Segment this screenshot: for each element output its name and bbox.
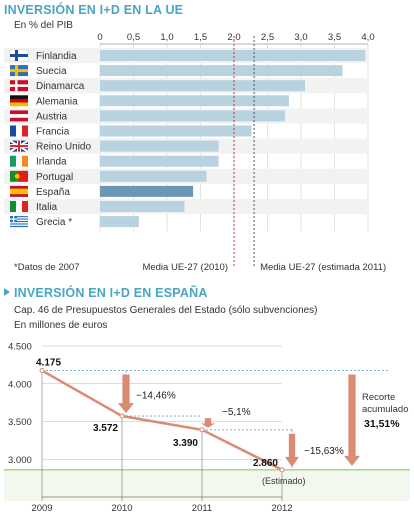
bar-dinamarca xyxy=(100,80,306,92)
y-tick-label: 3.000 xyxy=(8,455,32,466)
y-tick-label: 4.500 xyxy=(8,342,32,353)
spain-unit-label: En millones de euros xyxy=(14,320,108,331)
flag-francia-icon xyxy=(10,125,28,137)
country-label: Dinamarca xyxy=(36,81,85,92)
green-band xyxy=(4,469,410,501)
data-line xyxy=(41,369,283,471)
bar-portugal xyxy=(100,170,207,182)
eu-bar-chart: 0 0,5 1,0 1,5 2,0 2,5 3,0 3,5 4,0FinlandiaSuecia… xyxy=(4,32,386,272)
bar-finlandia xyxy=(100,50,366,61)
country-label: Finlandia xyxy=(36,51,77,62)
country-label: Reino Unido xyxy=(36,142,91,153)
bar-espaa xyxy=(100,185,194,197)
change-label: −15,63% xyxy=(304,446,344,457)
bar-suecia xyxy=(100,65,343,77)
y-tick-label: 3.500 xyxy=(8,417,32,428)
recorte-label: acumulado xyxy=(362,404,408,415)
bar-reinounido xyxy=(100,140,219,152)
decrease-arrow-icon xyxy=(285,433,299,467)
country-label: Francia xyxy=(36,127,70,138)
change-label: −5,1% xyxy=(222,407,251,418)
data-point xyxy=(119,413,125,419)
bar-austria xyxy=(100,110,285,122)
recorte-label: Recorte xyxy=(362,392,395,403)
country-label: Irlanda xyxy=(36,157,67,168)
spain-subtitle: Cap. 46 de Presupuestos Generales del Es… xyxy=(14,305,318,316)
reference-label-2011: Media UE-27 (estimada 2011) xyxy=(260,262,386,272)
country-label: Austria xyxy=(36,111,68,122)
eu-unit-label: En % del PIB xyxy=(14,20,73,31)
estimated-label: (Estimado) xyxy=(262,476,306,486)
flag-portugal-icon xyxy=(10,170,28,182)
change-label: −14,46% xyxy=(136,391,176,402)
data-point xyxy=(199,427,205,433)
flag-austria-icon xyxy=(10,110,28,122)
bar-francia xyxy=(100,125,252,137)
flag-irlanda-icon xyxy=(10,155,28,167)
x-tick-label: 2,5 xyxy=(261,32,274,43)
decrease-arrow-icon xyxy=(118,374,134,414)
recorte-value: 31,51% xyxy=(364,418,400,430)
y-tick-label: 4.000 xyxy=(8,379,32,390)
country-label: Alemania xyxy=(36,96,78,107)
flag-italia-icon xyxy=(10,201,28,212)
bar-irlanda xyxy=(100,155,219,167)
x-tick-label: 3,0 xyxy=(294,32,307,43)
x-tick-label: 2011 xyxy=(192,503,212,514)
decrease-arrow-icon xyxy=(344,374,360,466)
x-tick-label: 1,5 xyxy=(194,32,207,43)
footnote: *Datos de 2007 xyxy=(14,262,80,272)
data-point xyxy=(279,467,285,473)
flag-alemania-icon xyxy=(10,95,28,107)
reference-label-2010: Media UE-27 (2010) xyxy=(142,262,228,272)
country-label: España xyxy=(36,187,70,198)
flag-grecia-icon xyxy=(10,216,28,228)
value-label: 4.175 xyxy=(36,358,61,369)
value-label: 2.860 xyxy=(253,458,278,469)
spain-section-title: INVERSIÓN EN I+D EN ESPAÑA xyxy=(4,286,208,300)
country-label: Portugal xyxy=(36,172,73,183)
flag-dinamarca-icon xyxy=(10,80,28,92)
bar-alemania xyxy=(100,95,289,107)
x-tick-label: 2009 xyxy=(31,503,52,514)
y-tick-label: 2.500 xyxy=(8,493,32,504)
eu-section-title: INVERSIÓN EN I+D EN LA UE xyxy=(4,3,184,17)
bar-grecia xyxy=(100,216,139,228)
x-tick-label: 3,5 xyxy=(328,32,341,43)
decrease-arrow-icon xyxy=(201,418,215,428)
flag-suecia-icon xyxy=(10,65,28,77)
value-label: 3.390 xyxy=(173,438,198,449)
value-label: 3.572 xyxy=(93,423,118,434)
country-label: Grecia * xyxy=(36,217,72,228)
country-label: Italia xyxy=(36,202,58,213)
x-tick-label: 2010 xyxy=(111,503,132,514)
x-tick-label: 2012 xyxy=(271,503,292,514)
x-tick-label: 0,5 xyxy=(127,32,140,43)
row-band xyxy=(4,199,368,215)
flag-espaa-icon xyxy=(10,185,28,197)
country-label: Suecia xyxy=(36,66,67,77)
x-tick-label: 0 xyxy=(97,32,102,43)
flag-finlandia-icon xyxy=(9,49,29,62)
bar-italia xyxy=(100,201,185,212)
flag-reinounido-icon xyxy=(9,139,29,153)
x-tick-label: 1,0 xyxy=(160,32,173,43)
data-point xyxy=(39,368,45,374)
triangle-icon xyxy=(4,288,10,296)
x-tick-label: 4,0 xyxy=(361,32,374,43)
